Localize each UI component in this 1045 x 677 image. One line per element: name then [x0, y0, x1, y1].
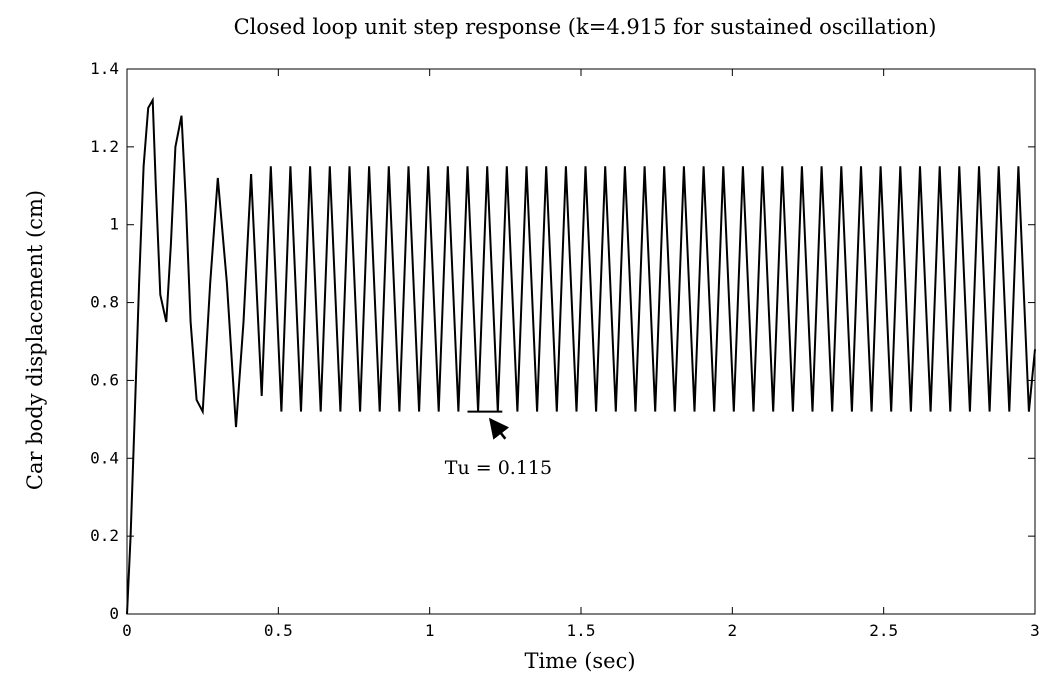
y-tick-label: 0.6: [90, 370, 119, 389]
y-tick-label: 0.2: [90, 526, 119, 545]
x-tick-label: 2.5: [869, 621, 898, 640]
y-tick-label: 0: [109, 604, 119, 623]
chart-title: Closed loop unit step response (k=4.915 …: [234, 15, 937, 39]
x-tick-label: 3: [1030, 621, 1040, 640]
x-tick-label: 0: [122, 621, 132, 640]
y-tick-label: 1: [109, 215, 119, 234]
x-tick-label: 0.5: [264, 621, 293, 640]
x-tick-label: 2: [728, 621, 738, 640]
y-tick-label: 1.2: [90, 137, 119, 156]
period-annotation: Tu = 0.115: [445, 457, 552, 479]
annotation-arrow: [488, 417, 510, 440]
y-tick-label: 0.4: [90, 448, 119, 467]
y-tick-label: 0.8: [90, 293, 119, 312]
y-tick-label: 1.4: [90, 59, 119, 78]
x-axis-label: Time (sec): [524, 649, 635, 673]
series-line: [126, 96, 1036, 615]
y-axis-label: Car body displacement (cm): [23, 190, 47, 490]
x-tick-label: 1.5: [567, 621, 596, 640]
x-tick-label: 1: [425, 621, 435, 640]
